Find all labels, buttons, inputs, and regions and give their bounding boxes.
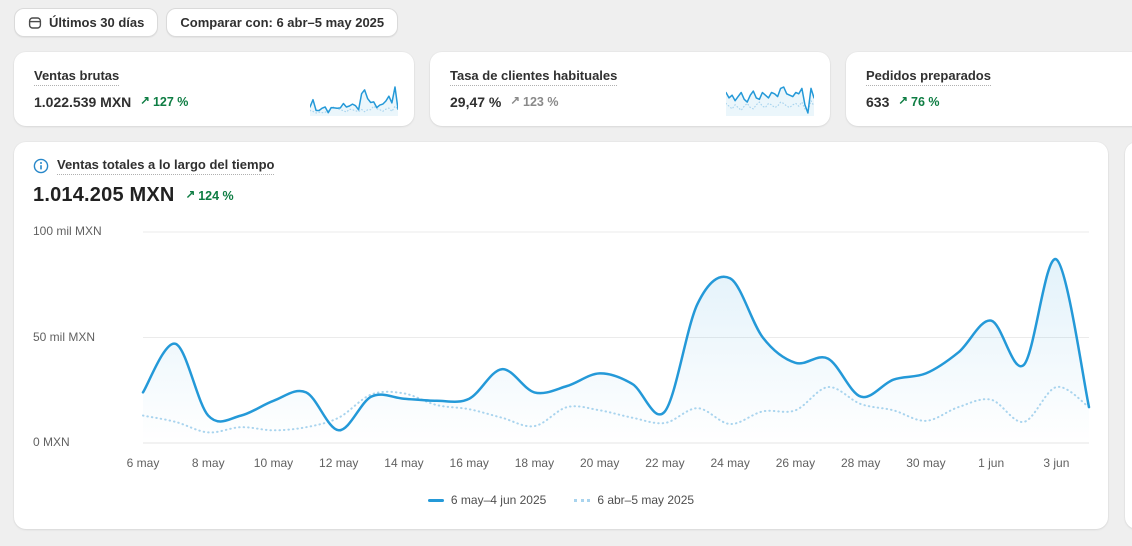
trend-up-icon: ↗: [185, 188, 196, 201]
x-axis-tick-label: 12 may: [319, 456, 359, 470]
legend-swatch-dotted-line: [574, 498, 591, 502]
metric-value: 633: [866, 94, 890, 110]
x-axis-tick-label: 6 may: [126, 456, 160, 470]
metric-title[interactable]: Pedidos preparados: [866, 68, 991, 86]
y-axis-tick-label: 50 mil MXN: [33, 329, 96, 344]
x-axis-tick-label: 28 may: [840, 456, 881, 470]
delta-badge: ↗ 76 %: [898, 95, 939, 109]
metric-title[interactable]: Tasa de clientes habituales: [450, 68, 618, 86]
info-icon[interactable]: [33, 158, 49, 174]
metric-card-returning-customer-rate[interactable]: Tasa de clientes habituales 29,47 % ↗ 12…: [430, 52, 830, 126]
x-axis-tick-label: 30 may: [906, 456, 946, 470]
chart-legend: 6 may–4 jun 2025 6 abr–5 may 2025: [14, 493, 1108, 507]
compare-range-label: Comparar con: 6 abr–5 may 2025: [180, 15, 385, 30]
gross-sales-sparkline: [310, 86, 398, 116]
y-axis-tick-label: 0 MXN: [33, 435, 70, 449]
chart-value-row: 1.014.205 MXN ↗ 124 %: [33, 184, 234, 207]
date-filter-toolbar: Últimos 30 días Comparar con: 6 abr–5 ma…: [14, 8, 399, 37]
delta-value: 124 %: [198, 188, 234, 203]
trend-up-icon: ↗: [898, 95, 908, 108]
x-axis-tick-label: 3 jun: [1043, 456, 1070, 470]
metric-title[interactable]: Ventas brutas: [34, 68, 120, 86]
x-axis-tick-label: 24 may: [710, 456, 750, 470]
x-axis-tick-label: 22 may: [645, 456, 685, 470]
metric-value: 29,47 %: [450, 94, 502, 110]
total-sales-chart-card: 0 MXN 50 mil MXN 100 mil MXN 6 may 8 may 10 …: [14, 142, 1108, 529]
metric-card-content: Pedidos preparados 633 ↗ 76 %: [846, 52, 1132, 126]
legend-label: 6 abr–5 may 2025: [597, 493, 695, 507]
legend-item-current-period: 6 may–4 jun 2025: [427, 493, 547, 507]
metric-card-content: Tasa de clientes habituales 29,47 % ↗ 12…: [430, 52, 830, 126]
y-axis-tick-label: 100 mil MXN: [33, 224, 102, 238]
chart-header: Ventas totales a lo largo del tiempo: [33, 157, 275, 175]
delta-value: 76 %: [911, 95, 940, 109]
trend-up-icon: ↗: [140, 95, 150, 108]
delta-value: 127 %: [152, 95, 189, 109]
metric-value-row: 1.022.539 MXN ↗ 127 %: [34, 94, 394, 110]
x-axis-tick-label: 8 may: [191, 456, 225, 470]
x-axis-tick-label: 1 jun: [978, 456, 1005, 470]
next-chart-card-partial: [1125, 142, 1132, 529]
delta-badge: ↗ 127 %: [140, 95, 188, 109]
x-axis-tick-label: 16 may: [449, 456, 489, 470]
delta-badge: ↗ 123 %: [510, 95, 558, 109]
metric-value-row: 633 ↗ 76 %: [866, 94, 1132, 110]
metric-value: 1.022.539 MXN: [34, 94, 132, 110]
delta-value: 123 %: [523, 95, 559, 109]
x-axis-tick-label: 18 may: [514, 456, 555, 470]
chart-total-value: 1.014.205 MXN: [33, 184, 175, 206]
legend-item-comparison-period: 6 abr–5 may 2025: [574, 493, 694, 507]
x-axis-tick-label: 10 may: [253, 456, 294, 470]
metric-card-content: Ventas brutas 1.022.539 MXN ↗ 127 %: [14, 52, 414, 126]
delta-badge: ↗ 124 %: [186, 189, 234, 203]
x-axis-tick-label: 26 may: [775, 456, 816, 470]
date-range-button[interactable]: Últimos 30 días: [14, 8, 159, 37]
calendar-icon: [28, 16, 42, 29]
chart-title[interactable]: Ventas totales a lo largo del tiempo: [57, 157, 275, 175]
legend-swatch-solid-line: [427, 498, 444, 502]
x-axis-tick-label: 14 may: [384, 456, 424, 470]
trend-up-icon: ↗: [510, 95, 521, 108]
legend-label: 6 may–4 jun 2025: [450, 493, 547, 507]
x-axis-tick-label: 20 may: [580, 456, 620, 470]
metric-card-fulfilled-orders[interactable]: Pedidos preparados 633 ↗ 76 %: [846, 52, 1132, 126]
compare-range-button[interactable]: Comparar con: 6 abr–5 may 2025: [166, 8, 399, 37]
metric-card-gross-sales[interactable]: Ventas brutas 1.022.539 MXN ↗ 127 %: [14, 52, 414, 126]
metric-value-row: 29,47 % ↗ 123 %: [450, 94, 810, 110]
date-range-label: Últimos 30 días: [49, 15, 145, 30]
returning-customer-sparkline: [726, 86, 814, 116]
